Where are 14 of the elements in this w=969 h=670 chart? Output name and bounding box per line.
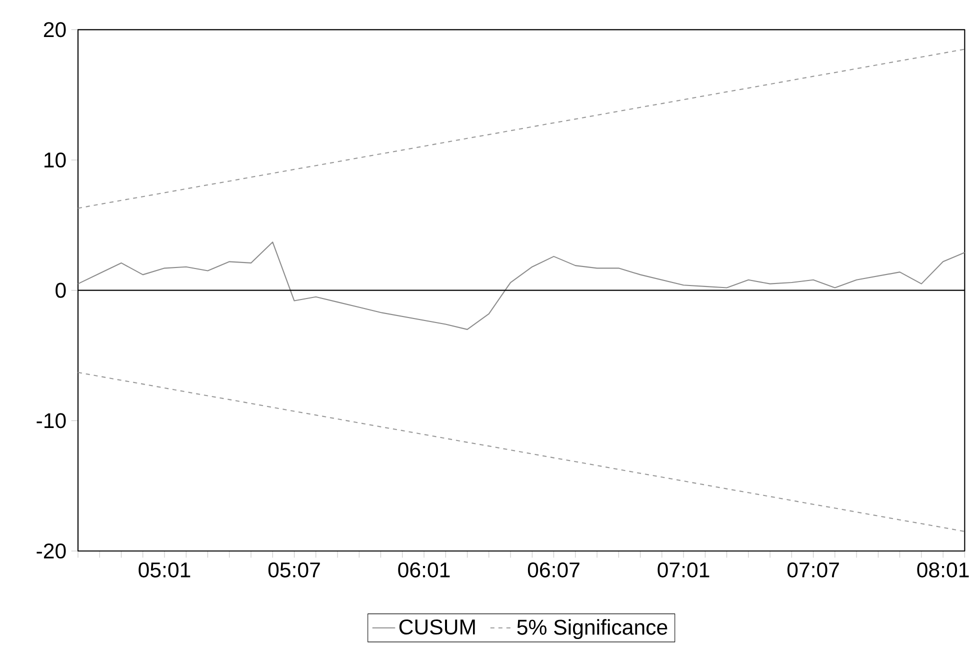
- y-tick-label: 0: [56, 282, 66, 298]
- x-tick-label: 05:07: [268, 562, 320, 578]
- x-tick-label: 07:01: [658, 562, 710, 578]
- y-tick-label: -10: [36, 413, 66, 428]
- legend-label: CUSUM: [399, 619, 475, 635]
- x-tick-label: 07:07: [787, 562, 839, 578]
- x-tick-label: 06:01: [398, 562, 450, 578]
- x-tick-label: 05:01: [138, 562, 190, 578]
- x-tick-label: 08:01: [917, 562, 969, 578]
- y-tick-label: 20: [44, 22, 66, 38]
- y-tick-label: 10: [44, 152, 66, 168]
- x-tick-label: 06:07: [528, 562, 580, 578]
- legend-label: 5% Significance: [517, 619, 668, 640]
- y-tick-label: -20: [36, 543, 66, 559]
